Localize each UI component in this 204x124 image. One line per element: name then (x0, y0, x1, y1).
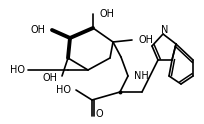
Text: OH: OH (31, 25, 46, 35)
Text: N: N (161, 25, 168, 35)
Text: HO: HO (56, 85, 71, 95)
Text: HO: HO (10, 65, 25, 75)
Text: NH: NH (133, 71, 148, 81)
Text: O: O (95, 109, 103, 119)
Text: OH: OH (43, 73, 58, 83)
Text: OH: OH (138, 35, 153, 45)
Text: OH: OH (100, 9, 114, 19)
